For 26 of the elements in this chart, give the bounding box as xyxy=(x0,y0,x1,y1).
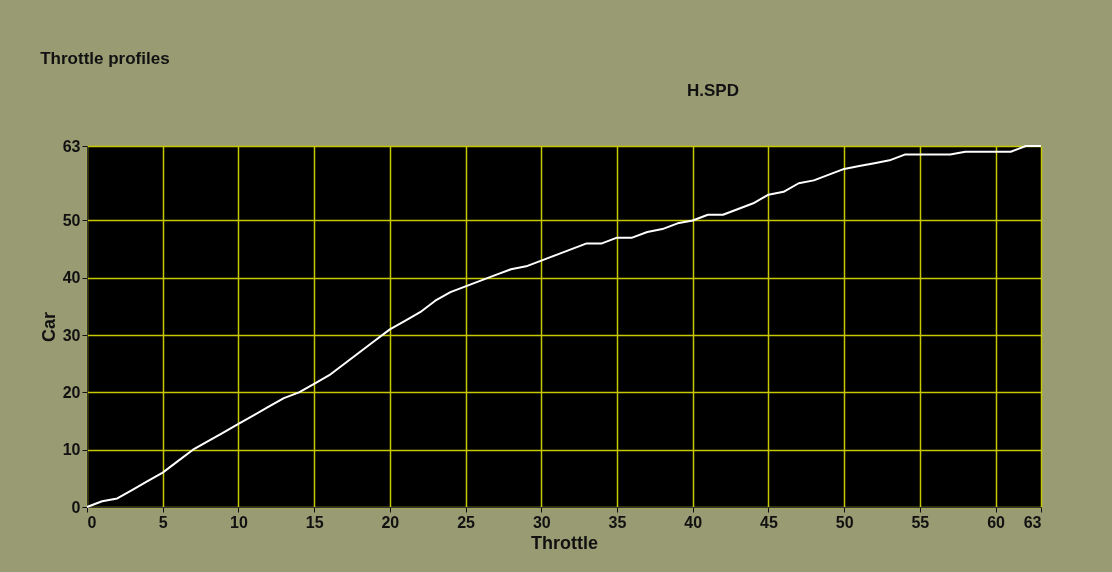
x-tick-label: 5 xyxy=(158,513,168,531)
y-tick-label: 0 xyxy=(71,498,81,516)
x-tick-label: 50 xyxy=(835,513,854,531)
x-tick-label: 10 xyxy=(230,513,248,531)
y-tick-label: 20 xyxy=(62,383,81,401)
y-axis-title: Car xyxy=(38,311,59,343)
x-tick-label: 55 xyxy=(911,513,930,531)
x-tick-label: 60 xyxy=(987,513,1006,531)
y-tick-label: 10 xyxy=(62,441,81,459)
x-tick-label: 15 xyxy=(305,513,324,531)
x-tick-label: 45 xyxy=(760,513,778,531)
chart-title: Throttle profiles xyxy=(40,49,170,68)
x-tick-label: 0 xyxy=(87,513,97,531)
line-series xyxy=(86,145,1042,508)
x-tick-label: 35 xyxy=(608,513,627,531)
text: H.SPD xyxy=(687,81,739,100)
x-axis-title: Throttle xyxy=(531,532,598,553)
x-tick-label: 40 xyxy=(684,513,703,531)
x-tick-label: 25 xyxy=(457,513,476,531)
x-tick-label: 20 xyxy=(381,513,400,531)
y-tick-label: 40 xyxy=(62,269,81,287)
y-tick-label: 30 xyxy=(62,326,81,344)
x-tick-label: 30 xyxy=(532,513,551,531)
x-tick-label: 63 xyxy=(1023,513,1042,531)
y-tick-label: 50 xyxy=(62,211,81,229)
y-tick-label: 63 xyxy=(62,137,81,155)
